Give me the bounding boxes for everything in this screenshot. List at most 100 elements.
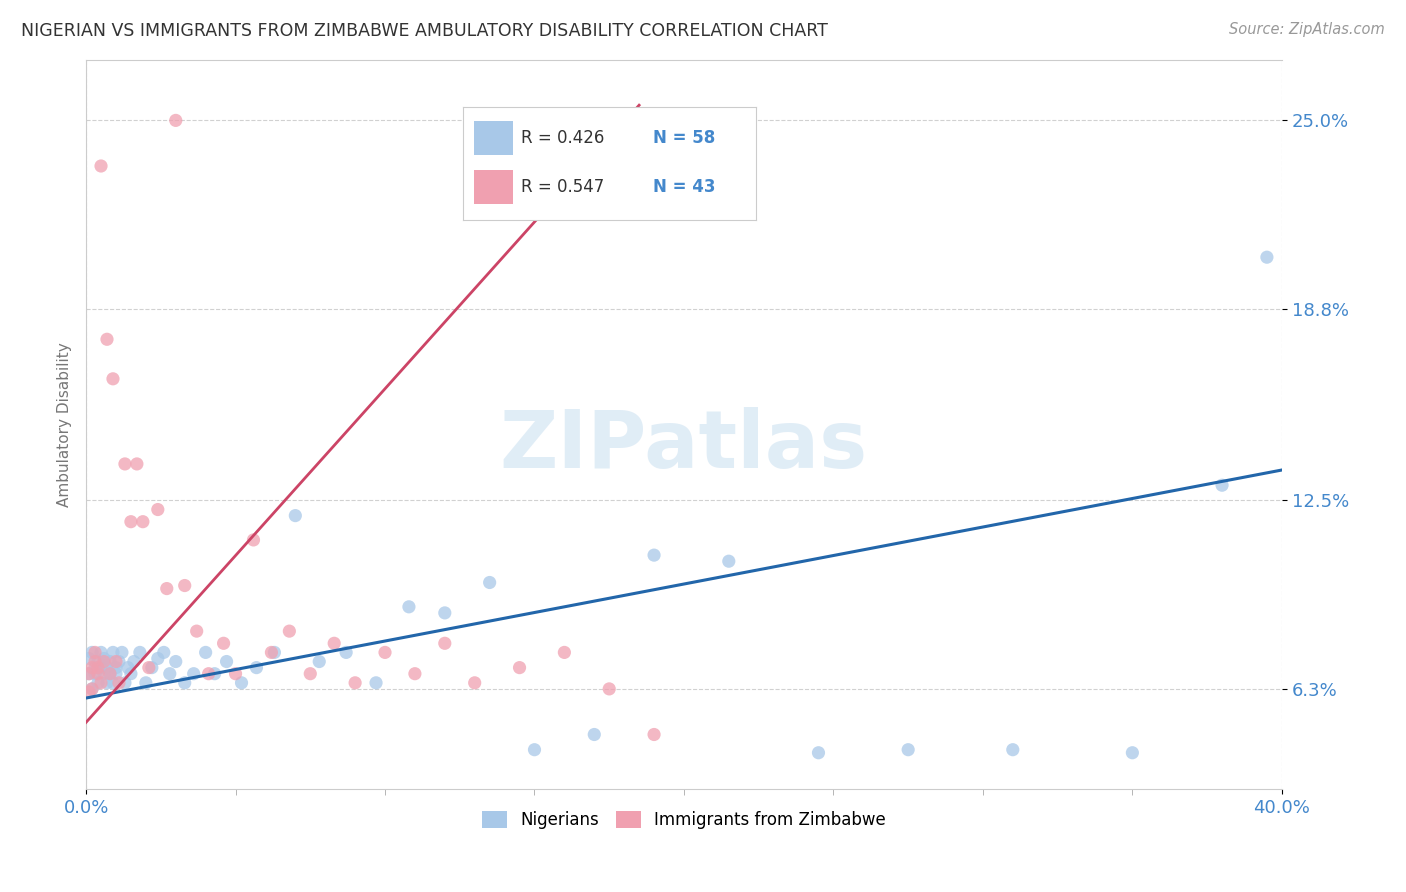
Point xyxy=(87,666,110,681)
Point xyxy=(80,681,103,696)
Point xyxy=(104,660,127,674)
Point xyxy=(108,675,131,690)
Point xyxy=(299,666,322,681)
Point xyxy=(104,666,127,681)
Point xyxy=(80,681,103,696)
Point xyxy=(263,645,285,659)
Point xyxy=(717,554,740,568)
Point xyxy=(242,533,264,547)
Point xyxy=(84,655,107,669)
Point xyxy=(1001,742,1024,756)
Point xyxy=(173,675,195,690)
Point xyxy=(344,675,367,690)
Point xyxy=(598,681,620,696)
Point xyxy=(204,666,226,681)
Point xyxy=(156,582,179,596)
Point xyxy=(284,508,307,523)
Text: ZIPatlas: ZIPatlas xyxy=(501,408,868,485)
Point xyxy=(87,675,110,690)
Point xyxy=(108,655,131,669)
Point xyxy=(308,655,330,669)
Point xyxy=(231,675,253,690)
Point xyxy=(212,636,235,650)
Point xyxy=(101,675,124,690)
Point xyxy=(77,666,100,681)
Text: Source: ZipAtlas.com: Source: ZipAtlas.com xyxy=(1229,22,1385,37)
Point xyxy=(93,651,115,665)
Point xyxy=(93,666,115,681)
Point xyxy=(183,666,205,681)
Legend: Nigerians, Immigrants from Zimbabwe: Nigerians, Immigrants from Zimbabwe xyxy=(475,804,893,836)
Point xyxy=(152,645,174,659)
Point xyxy=(120,666,142,681)
Point xyxy=(87,660,110,674)
Point xyxy=(197,666,219,681)
Point xyxy=(173,578,195,592)
Point xyxy=(84,645,107,659)
Point xyxy=(128,645,150,659)
Point xyxy=(165,113,187,128)
Point xyxy=(215,655,238,669)
Point xyxy=(96,660,118,674)
Point xyxy=(404,666,426,681)
Point xyxy=(80,645,103,659)
Point xyxy=(93,655,115,669)
Point xyxy=(194,645,217,659)
Point xyxy=(114,675,136,690)
Point xyxy=(464,675,486,690)
Point xyxy=(98,666,121,681)
Y-axis label: Ambulatory Disability: Ambulatory Disability xyxy=(58,342,72,507)
Point xyxy=(111,645,134,659)
Point xyxy=(146,502,169,516)
Point xyxy=(122,655,145,669)
Point xyxy=(374,645,396,659)
Point xyxy=(245,660,267,674)
Point xyxy=(90,159,112,173)
Point xyxy=(90,660,112,674)
Point xyxy=(90,675,112,690)
Point xyxy=(509,660,531,674)
Point xyxy=(643,727,665,741)
Point xyxy=(96,332,118,346)
Point xyxy=(897,742,920,756)
Point xyxy=(335,645,357,659)
Point xyxy=(159,666,181,681)
Point xyxy=(643,548,665,562)
Point xyxy=(77,651,100,665)
Point xyxy=(80,660,103,674)
Point xyxy=(117,660,139,674)
Point xyxy=(104,655,127,669)
Point xyxy=(398,599,420,614)
Point xyxy=(146,651,169,665)
Point xyxy=(1256,250,1278,264)
Point xyxy=(553,645,575,659)
Point xyxy=(478,575,501,590)
Point xyxy=(101,372,124,386)
Point xyxy=(87,655,110,669)
Point xyxy=(90,645,112,659)
Point xyxy=(96,675,118,690)
Point xyxy=(1121,746,1143,760)
Point xyxy=(225,666,247,681)
Point xyxy=(186,624,208,639)
Point xyxy=(98,666,121,681)
Point xyxy=(77,666,100,681)
Point xyxy=(523,742,546,756)
Point xyxy=(364,675,387,690)
Point xyxy=(114,457,136,471)
Point xyxy=(807,746,830,760)
Point xyxy=(433,636,456,650)
Point xyxy=(141,660,163,674)
Point xyxy=(583,727,606,741)
Point xyxy=(260,645,283,659)
Point xyxy=(135,675,157,690)
Point xyxy=(101,645,124,659)
Point xyxy=(125,457,148,471)
Point xyxy=(138,660,160,674)
Point xyxy=(1211,478,1233,492)
Text: NIGERIAN VS IMMIGRANTS FROM ZIMBABWE AMBULATORY DISABILITY CORRELATION CHART: NIGERIAN VS IMMIGRANTS FROM ZIMBABWE AMB… xyxy=(21,22,828,40)
Point xyxy=(84,660,107,674)
Point xyxy=(84,666,107,681)
Point xyxy=(132,515,155,529)
Point xyxy=(278,624,301,639)
